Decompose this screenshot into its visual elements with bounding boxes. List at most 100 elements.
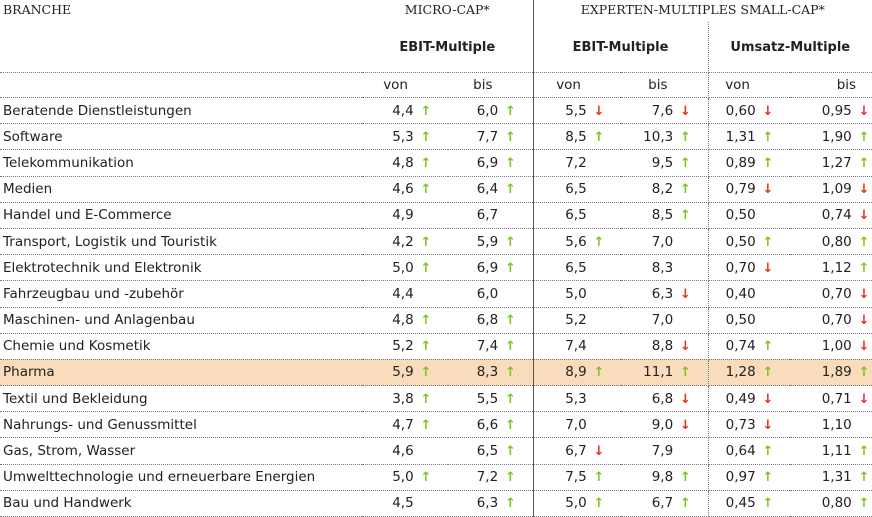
arrow-down-icon: ↓: [762, 391, 774, 407]
value-cell: 6,8 ↓: [621, 385, 709, 413]
table-row: Software 5,3 ↑ 7,7 ↑ 8,5 ↑ 10,3 ↑ 1,31 ↑ 1,90 …: [0, 123, 872, 151]
value: 7,6: [651, 102, 674, 119]
branche-name: Transport, Logistik und Touristik: [0, 228, 362, 256]
value: 6,6: [476, 416, 499, 433]
value-cell: 9,5 ↑: [621, 149, 709, 177]
value: 0,70: [725, 259, 756, 276]
branche-name: Pharma: [0, 359, 362, 387]
arrow-up-icon: ↑: [858, 444, 870, 460]
arrow-up-icon: ↑: [858, 129, 870, 145]
value: 3,8: [392, 390, 414, 407]
value: 6,7: [651, 495, 674, 512]
value-cell: 6,5 ↑: [448, 437, 534, 465]
arrow-up-icon: ↑: [593, 365, 605, 381]
value-cell: 1,31 ↑: [790, 464, 872, 491]
table-row: Chemie und Kosmetik 5,2 ↑ 7,4 ↑ 7,4 8,8 ↓ 0,…: [0, 333, 872, 360]
value: 6,8: [476, 312, 499, 329]
arrow-down-icon: ↓: [762, 182, 774, 198]
value: 4,8: [392, 312, 414, 329]
value-cell: 6,0: [448, 280, 534, 308]
arrow-down-icon: ↓: [680, 339, 691, 355]
value: 6,5: [565, 181, 587, 198]
arrow-up-icon: ↑: [420, 365, 432, 381]
value: 1,31: [821, 469, 852, 486]
value: 5,5: [565, 102, 587, 119]
value: 0,49: [725, 390, 756, 407]
value: 5,9: [392, 364, 414, 381]
value: 7,2: [565, 154, 587, 171]
value: 1,09: [821, 181, 852, 198]
value-cell: 6,7 ↑: [621, 490, 709, 517]
arrow-down-icon: ↓: [858, 182, 870, 198]
value: 6,7: [476, 207, 499, 224]
value: 4,7: [392, 416, 414, 433]
value-cell: 8,5 ↑: [533, 123, 621, 151]
value: 8,5: [651, 207, 674, 224]
value-cell: 8,3: [621, 254, 709, 282]
arrow-down-icon: ↓: [858, 391, 870, 407]
value-cell: 8,9 ↑: [533, 359, 621, 387]
value: 9,8: [651, 469, 674, 486]
value-cell: 1,90 ↑: [790, 123, 872, 151]
value-cell: 1,11 ↑: [790, 437, 872, 465]
value-cell: 6,4 ↑: [448, 176, 534, 203]
branche-name: Software: [0, 123, 362, 151]
table-row: Transport, Logistik und Touristik 4,2 ↑ 5,…: [0, 228, 872, 256]
value: 5,5: [476, 390, 499, 407]
value: 0,50: [725, 207, 756, 224]
value: 6,5: [476, 443, 499, 460]
value-cell: 0,70 ↓: [790, 307, 872, 334]
header-von: von: [708, 72, 790, 98]
arrow-up-icon: ↑: [680, 496, 691, 512]
branche-name: Nahrungs- und Genussmittel: [0, 411, 362, 439]
header-von: von: [533, 72, 621, 98]
value-cell: 5,0: [533, 280, 621, 308]
value-cell: 4,6 ↑: [362, 176, 448, 203]
arrow-up-icon: ↑: [420, 339, 432, 355]
arrow-up-icon: ↑: [420, 155, 432, 171]
value-cell: 4,2 ↑: [362, 228, 448, 256]
value: 9,5: [651, 154, 674, 171]
header-small-umsatz: Umsatz-Multiple: [708, 22, 872, 73]
value-cell: 5,2: [533, 307, 621, 334]
arrow-up-icon: ↑: [858, 234, 870, 250]
value-cell: 5,3: [533, 385, 621, 413]
value: 7,4: [476, 338, 499, 355]
value: 0,50: [725, 233, 756, 250]
arrow-up-icon: ↑: [593, 129, 605, 145]
value: 9,0: [651, 416, 674, 433]
value: 7,0: [651, 312, 674, 329]
value-cell: 5,9 ↑: [448, 228, 534, 256]
value-cell: 1,28 ↑: [708, 359, 790, 387]
value-cell: 0,64 ↑: [708, 437, 790, 465]
value: 0,70: [821, 285, 852, 302]
value: 8,2: [651, 181, 674, 198]
value: 0,95: [821, 102, 852, 119]
value-cell: 0,71 ↓: [790, 385, 872, 413]
value-cell: 8,5 ↑: [621, 202, 709, 229]
value-cell: 5,9 ↑: [362, 359, 448, 387]
value-cell: 1,89 ↑: [790, 359, 872, 387]
arrow-up-icon: ↑: [762, 496, 774, 512]
table-row: Elektrotechnik und Elektronik 5,0 ↑ 6,9 ↑ 6…: [0, 254, 872, 282]
value-cell: 9,0 ↓: [621, 411, 709, 439]
value-cell: 7,0: [621, 228, 709, 256]
value: 1,90: [821, 128, 852, 145]
value-cell: 7,5 ↑: [533, 464, 621, 491]
value: 5,2: [392, 338, 414, 355]
arrow-up-icon: ↑: [858, 365, 870, 381]
arrow-up-icon: ↑: [505, 339, 516, 355]
value-cell: 0,79 ↓: [708, 176, 790, 203]
arrow-down-icon: ↓: [762, 417, 774, 433]
value: 0,70: [821, 312, 852, 329]
value-cell: 1,27 ↑: [790, 149, 872, 177]
value: 0,74: [821, 207, 852, 224]
header-bis: bis: [448, 72, 534, 98]
branche-name: Textil und Bekleidung: [0, 385, 362, 413]
value: 10,3: [643, 128, 674, 145]
value-cell: 3,8 ↑: [362, 385, 448, 413]
arrow-up-icon: ↑: [858, 155, 870, 171]
value: 0,50: [725, 312, 756, 329]
branche-name: Maschinen- und Anlagenbau: [0, 307, 362, 334]
arrow-up-icon: ↑: [420, 313, 432, 329]
